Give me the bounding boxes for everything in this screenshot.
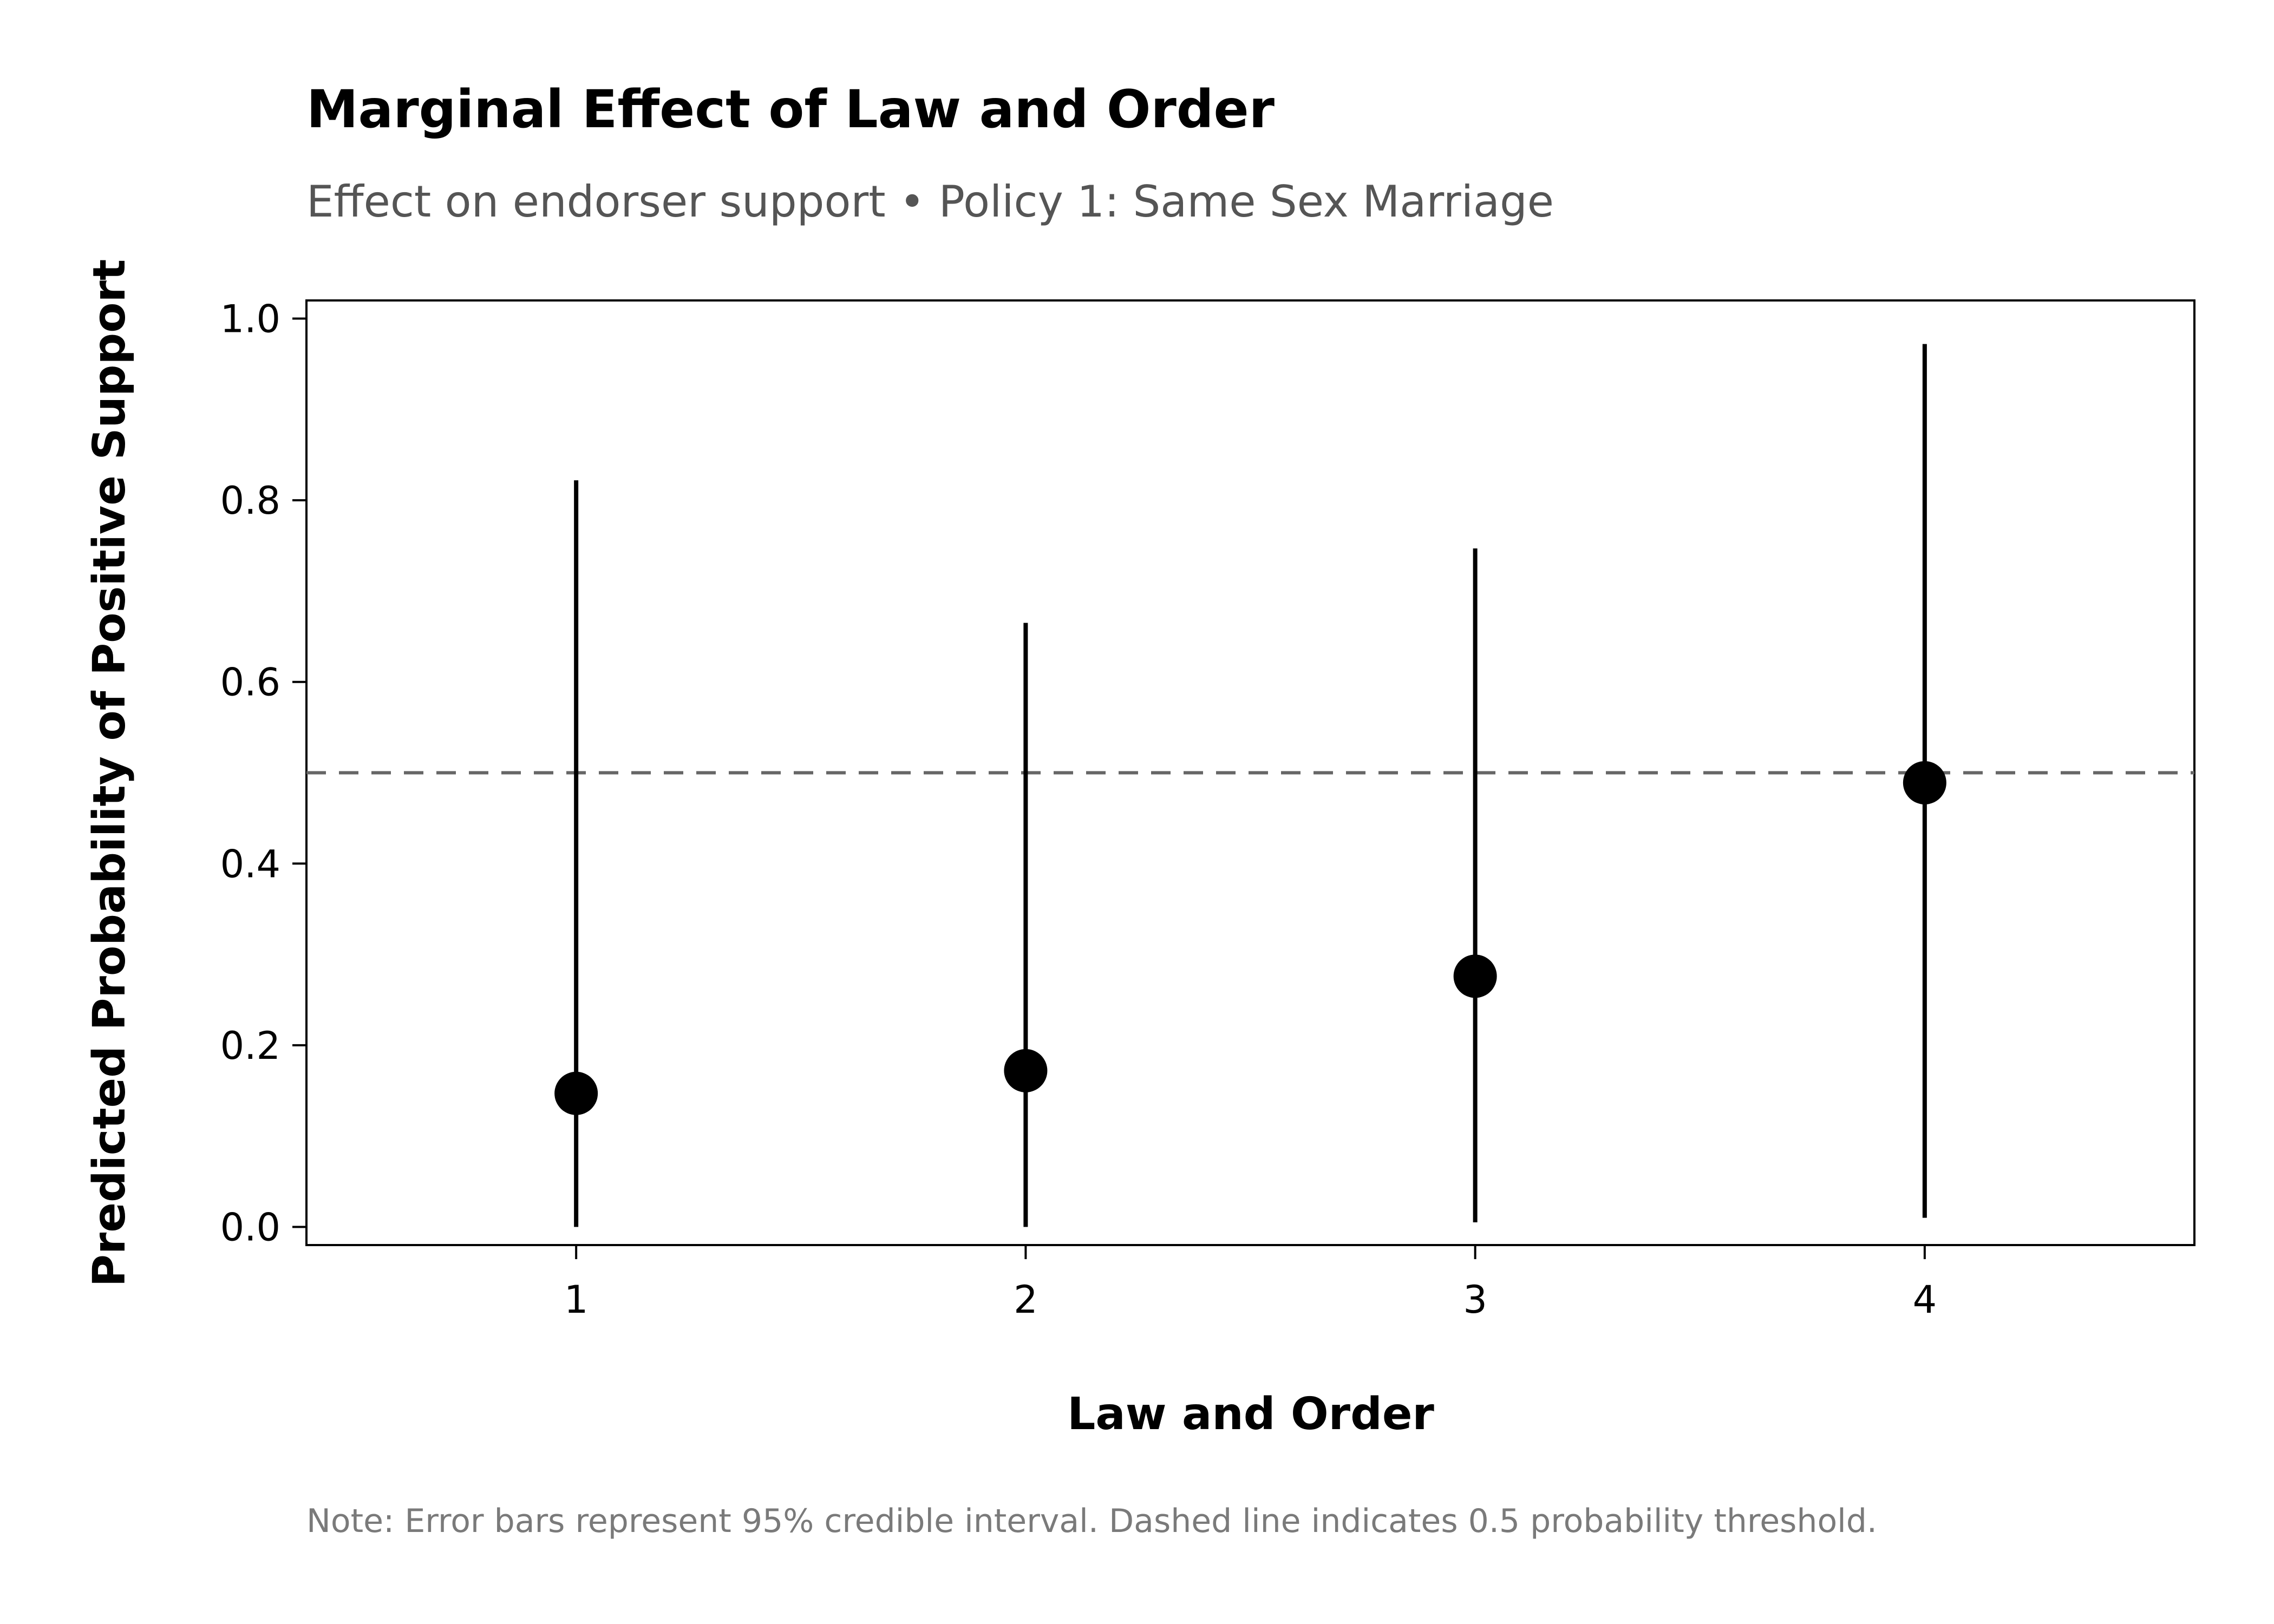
error-bars: [574, 344, 1927, 1227]
y-axis-label: Predicted Probability of Positive Suppor…: [84, 259, 135, 1287]
y-tick-label: 0.0: [220, 1205, 280, 1249]
y-tick-label: 0.6: [220, 660, 280, 705]
y-tick-label: 1.0: [220, 297, 280, 342]
x-tick-label: 1: [564, 1278, 589, 1322]
data-point: [1004, 1049, 1048, 1092]
x-tick-label: 3: [1463, 1278, 1487, 1322]
y-tick-label: 0.8: [220, 479, 280, 523]
data-point: [1453, 954, 1497, 998]
y-axis: 0.0 0.2 0.4 0.6 0.8 1.0: [220, 297, 306, 1249]
x-tick-label: 4: [1913, 1278, 1937, 1322]
y-tick-label: 0.2: [220, 1024, 280, 1068]
chart-note: Note: Error bars represent 95% credible …: [306, 1502, 1877, 1540]
data-point: [554, 1071, 598, 1115]
data-points: [554, 761, 1946, 1115]
data-point: [1903, 761, 1946, 804]
y-tick-label: 0.4: [220, 842, 280, 886]
chart-subtitle: Effect on endorser support • Policy 1: S…: [306, 176, 1554, 227]
x-axis: 1 2 3 4: [564, 1245, 1937, 1322]
x-axis-label: Law and Order: [1067, 1389, 1434, 1440]
chart-title: Marginal Effect of Law and Order: [306, 79, 1275, 140]
x-tick-label: 2: [1014, 1278, 1038, 1322]
